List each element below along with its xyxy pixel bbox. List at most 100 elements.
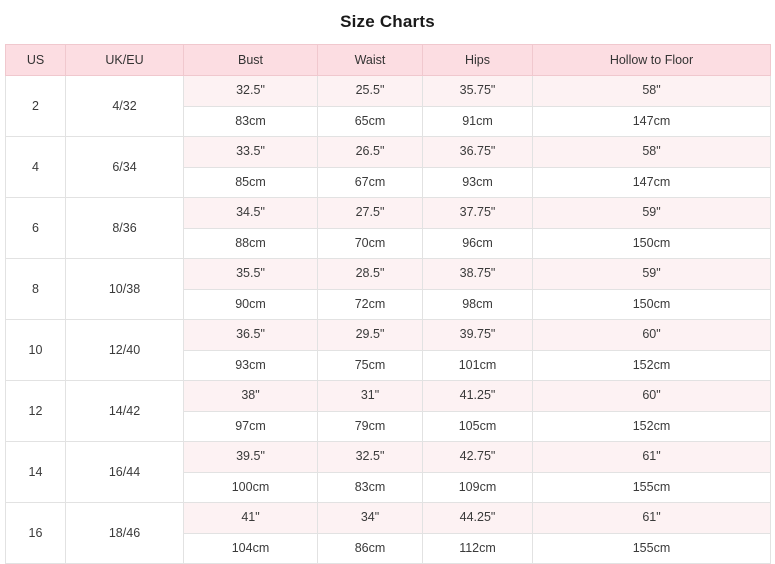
- cell-waist-cm: 79cm: [317, 410, 423, 442]
- column-header-us: US: [5, 44, 66, 76]
- cell-us-size: 8: [5, 258, 66, 320]
- table-row: 8 10/38 35.5" 28.5" 38.75" 59": [5, 258, 771, 320]
- cell-bust-inches: 39.5": [183, 441, 318, 473]
- header-row: US UK/EU Bust Waist Hips Hollow to Floor: [5, 44, 771, 76]
- table-row: 2 4/32 32.5" 25.5" 35.75" 58": [5, 75, 771, 137]
- cell-ukeu-size: 6/34: [65, 136, 184, 198]
- cell-bust-cm: 104cm: [183, 532, 318, 564]
- cell-us-size: 6: [5, 197, 66, 259]
- cell-us-size: 14: [5, 441, 66, 503]
- cell-waist-cm: 67cm: [317, 166, 423, 198]
- cell-ukeu-size: 10/38: [65, 258, 184, 320]
- table-row: 100cm 83cm 109cm 155cm: [6, 471, 771, 503]
- cell-hips-cm: 112cm: [422, 532, 533, 564]
- cell-hips-inches: 38.75": [422, 258, 533, 290]
- cell-hollow-inches: 59": [532, 197, 771, 229]
- table-row: 97cm 79cm 105cm 152cm: [6, 410, 771, 442]
- cell-ukeu-size: 18/46: [65, 502, 184, 564]
- cell-bust-cm: 100cm: [183, 471, 318, 503]
- table-row: 88cm 70cm 96cm 150cm: [6, 227, 771, 259]
- table-row: 10 12/40 36.5" 29.5" 39.75" 60": [5, 319, 771, 381]
- cell-waist-cm: 83cm: [317, 471, 423, 503]
- table-body: 2 4/32 32.5" 25.5" 35.75" 58" 83cm 65cm 91cm 147c…: [5, 75, 771, 564]
- cell-hips-cm: 105cm: [422, 410, 533, 442]
- cell-waist-inches: 32.5": [317, 441, 423, 473]
- cell-waist-inches: 31": [317, 380, 423, 412]
- cell-hollow-inches: 59": [532, 258, 771, 290]
- cell-bust-inches: 35.5": [183, 258, 318, 290]
- column-header-hips: Hips: [422, 44, 533, 76]
- cell-hips-cm: 91cm: [422, 105, 533, 137]
- cell-hollow-inches: 60": [532, 319, 771, 351]
- table-row: 4 6/34 33.5" 26.5" 36.75" 58": [5, 136, 771, 198]
- cell-bust-inches: 33.5": [183, 136, 318, 168]
- size-table: US UK/EU Bust Waist Hips Hollow to Floor…: [5, 44, 771, 564]
- cell-bust-inches: 34.5": [183, 197, 318, 229]
- cell-hips-cm: 109cm: [422, 471, 533, 503]
- cell-hollow-inches: 61": [532, 441, 771, 473]
- cell-ukeu-size: 4/32: [65, 75, 184, 137]
- column-header-ukeu: UK/EU: [65, 44, 184, 76]
- cell-hips-inches: 35.75": [422, 75, 533, 107]
- cell-hollow-cm: 152cm: [532, 349, 771, 381]
- cell-ukeu-size: 8/36: [65, 197, 184, 259]
- cell-hips-inches: 41.25": [422, 380, 533, 412]
- cell-hips-inches: 44.25": [422, 502, 533, 534]
- cell-waist-inches: 29.5": [317, 319, 423, 351]
- cell-hips-cm: 98cm: [422, 288, 533, 320]
- cell-hips-cm: 96cm: [422, 227, 533, 259]
- cell-hollow-cm: 150cm: [532, 227, 771, 259]
- cell-hollow-inches: 61": [532, 502, 771, 534]
- cell-waist-cm: 65cm: [317, 105, 423, 137]
- cell-us-size: 10: [5, 319, 66, 381]
- cell-bust-inches: 32.5": [183, 75, 318, 107]
- cell-ukeu-size: 16/44: [65, 441, 184, 503]
- cell-hips-inches: 42.75": [422, 441, 533, 473]
- table-row: 6 8/36 34.5" 27.5" 37.75" 59": [5, 197, 771, 259]
- table-row: 90cm 72cm 98cm 150cm: [6, 288, 771, 320]
- cell-waist-inches: 28.5": [317, 258, 423, 290]
- cell-hollow-cm: 155cm: [532, 532, 771, 564]
- cell-bust-inches: 38": [183, 380, 318, 412]
- cell-hollow-cm: 155cm: [532, 471, 771, 503]
- size-chart-page: Size Charts US UK/EU Bust Waist Hips Hol…: [5, 12, 771, 564]
- page-title: Size Charts: [340, 12, 435, 31]
- cell-hips-inches: 39.75": [422, 319, 533, 351]
- cell-bust-cm: 97cm: [183, 410, 318, 442]
- cell-us-size: 12: [5, 380, 66, 442]
- cell-bust-inches: 36.5": [183, 319, 318, 351]
- size-table-wrapper: US UK/EU Bust Waist Hips Hollow to Floor…: [0, 44, 775, 564]
- cell-ukeu-size: 12/40: [65, 319, 184, 381]
- table-row: 16 18/46 41" 34" 44.25" 61": [5, 502, 771, 564]
- cell-bust-cm: 83cm: [183, 105, 318, 137]
- cell-bust-cm: 93cm: [183, 349, 318, 381]
- table-row: 14 16/44 39.5" 32.5" 42.75" 61": [5, 441, 771, 503]
- table-header: US UK/EU Bust Waist Hips Hollow to Floor: [5, 44, 771, 76]
- column-header-bust: Bust: [183, 44, 318, 76]
- cell-hips-cm: 93cm: [422, 166, 533, 198]
- cell-waist-cm: 70cm: [317, 227, 423, 259]
- cell-hollow-inches: 58": [532, 136, 771, 168]
- cell-ukeu-size: 14/42: [65, 380, 184, 442]
- column-header-waist: Waist: [317, 44, 423, 76]
- cell-bust-cm: 85cm: [183, 166, 318, 198]
- cell-waist-inches: 34": [317, 502, 423, 534]
- cell-bust-cm: 90cm: [183, 288, 318, 320]
- cell-waist-cm: 72cm: [317, 288, 423, 320]
- cell-hips-inches: 36.75": [422, 136, 533, 168]
- cell-hollow-cm: 150cm: [532, 288, 771, 320]
- cell-hollow-cm: 147cm: [532, 105, 771, 137]
- column-header-hollow: Hollow to Floor: [532, 44, 771, 76]
- cell-waist-inches: 27.5": [317, 197, 423, 229]
- cell-hips-cm: 101cm: [422, 349, 533, 381]
- cell-us-size: 4: [5, 136, 66, 198]
- cell-waist-cm: 75cm: [317, 349, 423, 381]
- table-row: 85cm 67cm 93cm 147cm: [6, 166, 771, 198]
- cell-waist-inches: 25.5": [317, 75, 423, 107]
- cell-bust-cm: 88cm: [183, 227, 318, 259]
- table-row: 12 14/42 38" 31" 41.25" 60": [5, 380, 771, 442]
- cell-waist-inches: 26.5": [317, 136, 423, 168]
- cell-waist-cm: 86cm: [317, 532, 423, 564]
- cell-hollow-cm: 147cm: [532, 166, 771, 198]
- cell-bust-inches: 41": [183, 502, 318, 534]
